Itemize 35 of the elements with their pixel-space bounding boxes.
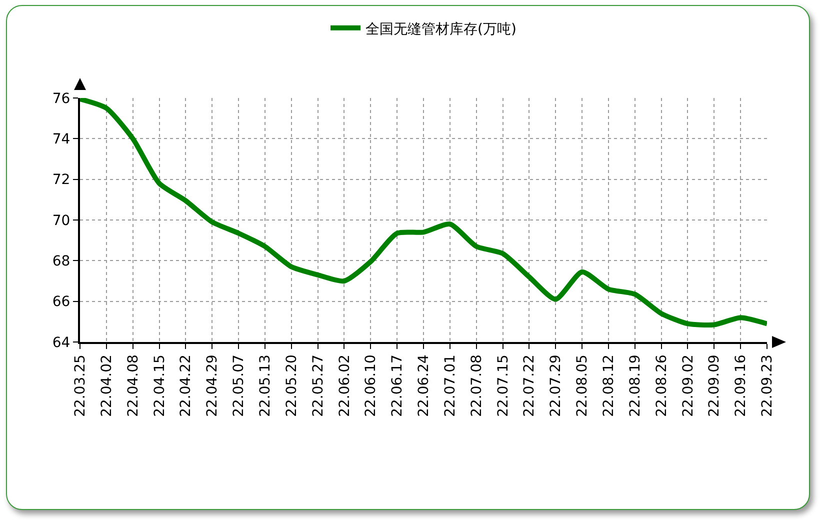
x-tick-label: 22.04.22 xyxy=(178,354,194,417)
y-tick-label: 74 xyxy=(52,132,70,148)
x-tick-label: 22.04.08 xyxy=(125,354,142,417)
x-tick-label: 22.07.08 xyxy=(468,354,485,417)
y-tick-label: 68 xyxy=(52,254,70,270)
y-tick-label: 64 xyxy=(52,334,70,351)
x-tick-label: 22.09.23 xyxy=(760,354,776,417)
x-tick-label: 22.04.15 xyxy=(152,354,168,417)
y-tick-label: 76 xyxy=(52,90,70,107)
x-tick-label: 22.05.07 xyxy=(231,354,248,417)
y-tick-label: 72 xyxy=(52,172,70,188)
legend-label: 全国无缝管材库存(万吨) xyxy=(366,21,516,38)
x-tick-label: 22.05.13 xyxy=(258,354,274,417)
x-tick-label: 22.06.24 xyxy=(416,354,432,417)
x-tick-label: 22.08.12 xyxy=(601,354,618,417)
x-tick-label: 22.07.29 xyxy=(548,354,564,417)
y-tick-label: 66 xyxy=(52,294,70,310)
x-tick-label: 22.04.02 xyxy=(98,354,115,417)
x-tick-label: 22.09.16 xyxy=(733,354,750,417)
x-tick-label: 22.07.15 xyxy=(495,354,512,417)
x-tick-label: 22.05.20 xyxy=(284,354,300,417)
x-tick-label: 22.09.02 xyxy=(680,354,696,417)
x-tick-label: 22.04.29 xyxy=(204,354,221,417)
x-tick-label: 22.07.22 xyxy=(522,354,538,417)
x-tick-label: 22.08.05 xyxy=(574,354,591,417)
y-tick-label: 70 xyxy=(52,212,70,229)
x-tick-label: 22.06.02 xyxy=(336,354,353,417)
x-tick-label: 22.03.25 xyxy=(72,354,89,417)
x-tick-label: 22.06.17 xyxy=(390,354,406,417)
x-tick-label: 22.08.19 xyxy=(627,354,644,417)
x-tick-label: 22.05.27 xyxy=(310,354,326,417)
x-tick-label: 22.08.26 xyxy=(654,354,670,417)
x-tick-label: 22.09.09 xyxy=(706,354,723,417)
x-tick-label: 22.06.10 xyxy=(363,354,380,417)
x-tick-label: 22.07.01 xyxy=(442,354,458,417)
